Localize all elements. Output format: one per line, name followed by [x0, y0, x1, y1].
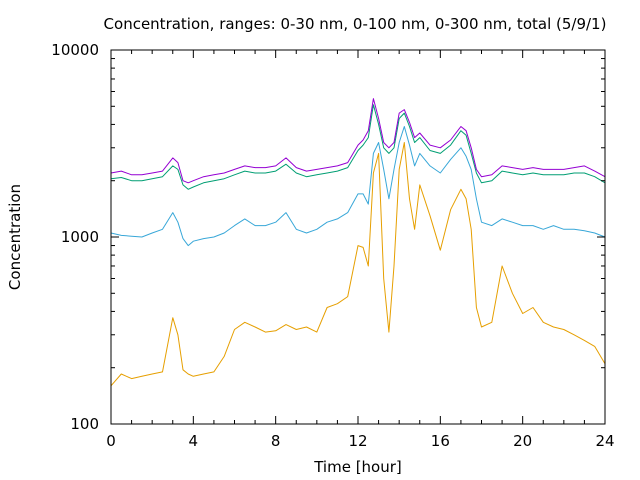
x-tick-label: 8 [271, 432, 281, 450]
x-tick-label: 16 [431, 432, 450, 450]
x-tick-label: 12 [348, 432, 367, 450]
x-tick-label: 20 [513, 432, 532, 450]
chart-title: Concentration, ranges: 0-30 nm, 0-100 nm… [104, 15, 607, 33]
y-tick-label: 1000 [61, 228, 99, 246]
x-tick-label: 0 [106, 432, 116, 450]
x-tick-label: 24 [595, 432, 614, 450]
y-tick-label: 100 [70, 415, 99, 433]
x-tick-label: 4 [189, 432, 199, 450]
series-line-total [110, 98, 606, 184]
tick-layer: 0 4 8 12 16 20 24 100 1000 10000 [51, 41, 614, 450]
series-layer [110, 98, 606, 387]
plot-frame [110, 49, 606, 425]
x-axis-label: Time [hour] [313, 458, 402, 476]
y-axis-label: Concentration [6, 184, 24, 290]
series-line-0-100nm [110, 126, 606, 247]
series-line-0-300nm [110, 104, 606, 190]
series-line-0-30nm [110, 142, 606, 387]
y-tick-label: 10000 [51, 41, 99, 59]
